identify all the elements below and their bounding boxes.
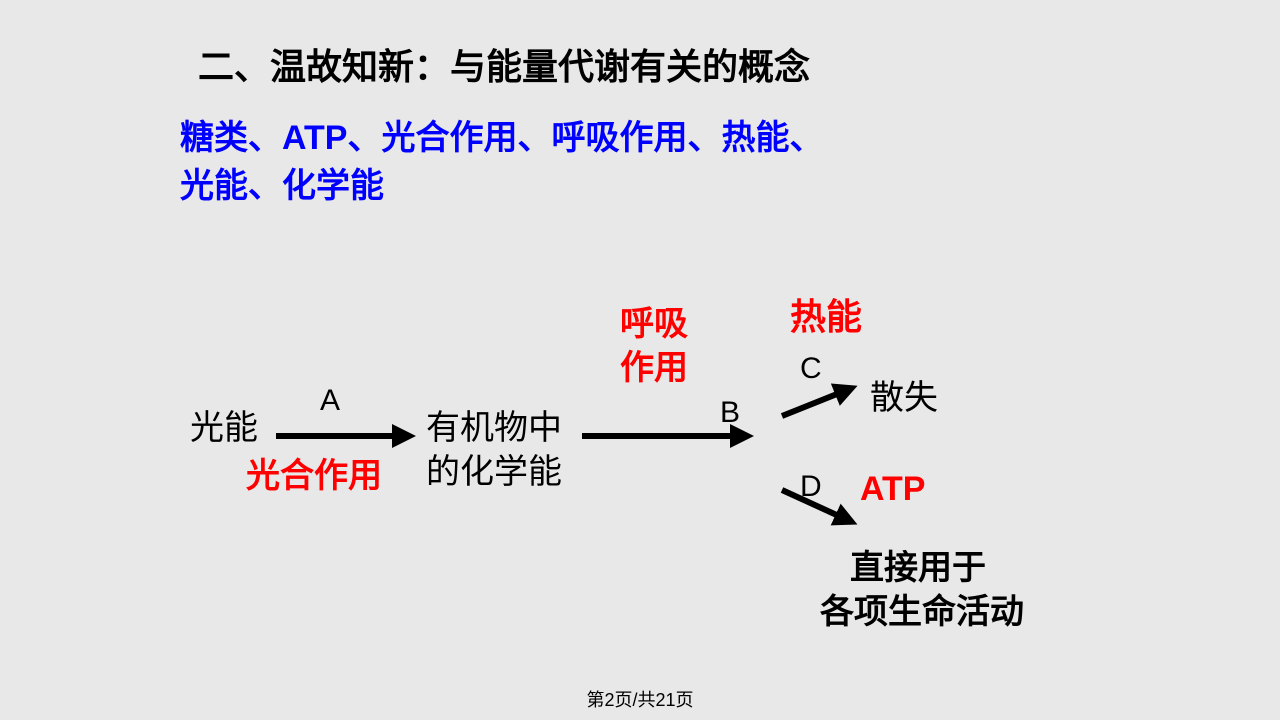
- arrow-d: [0, 0, 1280, 720]
- page-indicator: 第2页/共21页: [586, 686, 693, 712]
